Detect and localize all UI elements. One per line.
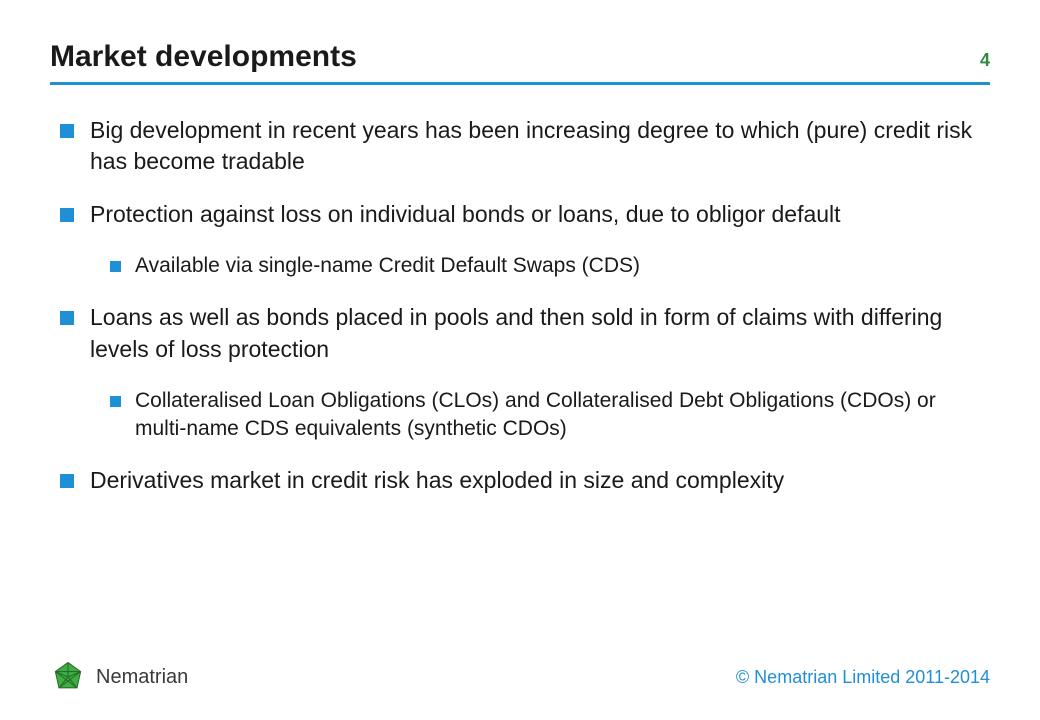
bullet-square-icon	[60, 124, 74, 138]
list-item: Big development in recent years has been…	[60, 115, 990, 177]
bullet-square-icon	[110, 261, 121, 272]
bullet-square-icon	[110, 396, 121, 407]
page-title: Market developments	[50, 40, 357, 74]
footer-left: Nematrian	[50, 659, 188, 695]
slide: Market developments 4 Big development in…	[0, 0, 1040, 720]
bullet-square-icon	[60, 311, 74, 325]
list-item: Derivatives market in credit risk has ex…	[60, 465, 990, 496]
copyright-text: © Nematrian Limited 2011-2014	[736, 667, 990, 688]
list-item: Available via single-name Credit Default…	[110, 252, 990, 280]
bullet-square-icon	[60, 474, 74, 488]
bullet-text: Big development in recent years has been…	[90, 115, 990, 177]
slide-header: Market developments 4	[50, 40, 990, 85]
list-item: Collateralised Loan Obligations (CLOs) a…	[110, 387, 990, 444]
list-item: Loans as well as bonds placed in pools a…	[60, 302, 990, 364]
bullet-text: Protection against loss on individual bo…	[90, 199, 841, 230]
bullet-text: Available via single-name Credit Default…	[135, 252, 640, 280]
list-item: Protection against loss on individual bo…	[60, 199, 990, 230]
bullet-text: Collateralised Loan Obligations (CLOs) a…	[135, 387, 990, 444]
bullet-text: Loans as well as bonds placed in pools a…	[90, 302, 990, 364]
brand-name: Nematrian	[96, 666, 188, 689]
bullet-text: Derivatives market in credit risk has ex…	[90, 465, 784, 496]
bullet-square-icon	[60, 208, 74, 222]
slide-content: Big development in recent years has been…	[50, 115, 990, 496]
page-number: 4	[980, 50, 990, 71]
nematrian-polyhedron-icon	[50, 659, 86, 695]
slide-footer: Nematrian © Nematrian Limited 2011-2014	[50, 659, 990, 695]
